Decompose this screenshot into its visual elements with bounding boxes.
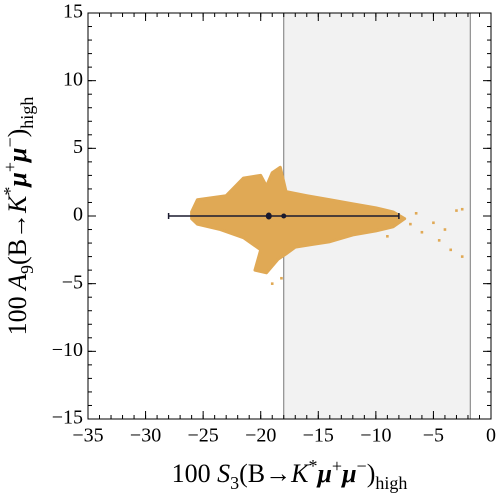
x-tick-label: −35 (72, 425, 103, 447)
axis-label-part: * (0, 187, 20, 196)
axis-label-part: 100 (172, 459, 218, 488)
axis-label-part: − (357, 456, 367, 476)
axis-label-part: 100 (3, 290, 32, 336)
scatter-point (460, 207, 464, 211)
y-tick-label: −5 (62, 271, 83, 293)
x-tick-label: −5 (423, 425, 444, 447)
x-tick-label: 0 (486, 425, 496, 447)
scatter-point (280, 276, 283, 280)
y-tick-label: 15 (63, 1, 83, 23)
axis-label-part: (B→ (3, 213, 32, 265)
axis-label-part: ) (3, 129, 32, 138)
estimate-point (281, 213, 287, 219)
axis-label-part: high (17, 97, 37, 129)
axis-label-part: ) (367, 459, 376, 488)
axis-label-part: 9 (17, 265, 37, 274)
axis-label-part: μ (340, 459, 356, 488)
point-cloud (190, 165, 407, 275)
scatter-point (420, 230, 424, 234)
scatter-point (270, 282, 274, 285)
extra-point (265, 212, 272, 220)
axis-label-part: S (217, 459, 230, 488)
axis-label-part: 3 (230, 473, 239, 493)
scatter-point (414, 211, 418, 215)
x-tick-label: −20 (245, 425, 276, 447)
y-tick-label: 0 (73, 204, 83, 226)
scatter-point (409, 222, 412, 226)
x-tick-label: −25 (188, 425, 219, 447)
x-axis-label: 100 S3(B→K*μ+μ−)high (172, 456, 408, 493)
x-tick-label: −15 (303, 425, 334, 447)
scatter-point (455, 209, 458, 212)
scatter-point (460, 255, 464, 258)
axis-label-part: (B→ (239, 459, 291, 488)
axis-label-part: μ (3, 172, 32, 188)
axis-label-part: − (0, 137, 20, 147)
scatter-point (386, 235, 389, 238)
x-tick-label: −10 (360, 425, 391, 447)
axis-label-part: * (308, 456, 317, 476)
x-tick-label: −30 (130, 425, 161, 447)
axis-label-part: μ (3, 148, 32, 164)
y-tick-label: 5 (73, 136, 83, 158)
axis-label-part: K (290, 459, 310, 488)
axis-label-part: + (0, 162, 20, 172)
y-tick-label: −15 (52, 407, 83, 429)
axis-label-part: A (3, 274, 32, 292)
y-tick-label: 10 (63, 68, 83, 90)
y-axis-label: 100 A9(B→K*μ+μ−)high (0, 97, 37, 336)
axis-label-part: + (332, 456, 342, 476)
axis-label-part: K (3, 194, 32, 214)
axis-label-part: high (375, 473, 407, 493)
scatter-point (443, 228, 447, 231)
y-tick-label: −10 (52, 339, 83, 361)
scatter-point (437, 239, 441, 242)
scatter-point (449, 248, 452, 252)
axis-label-part: μ (315, 459, 331, 488)
scatter-point (432, 221, 435, 225)
